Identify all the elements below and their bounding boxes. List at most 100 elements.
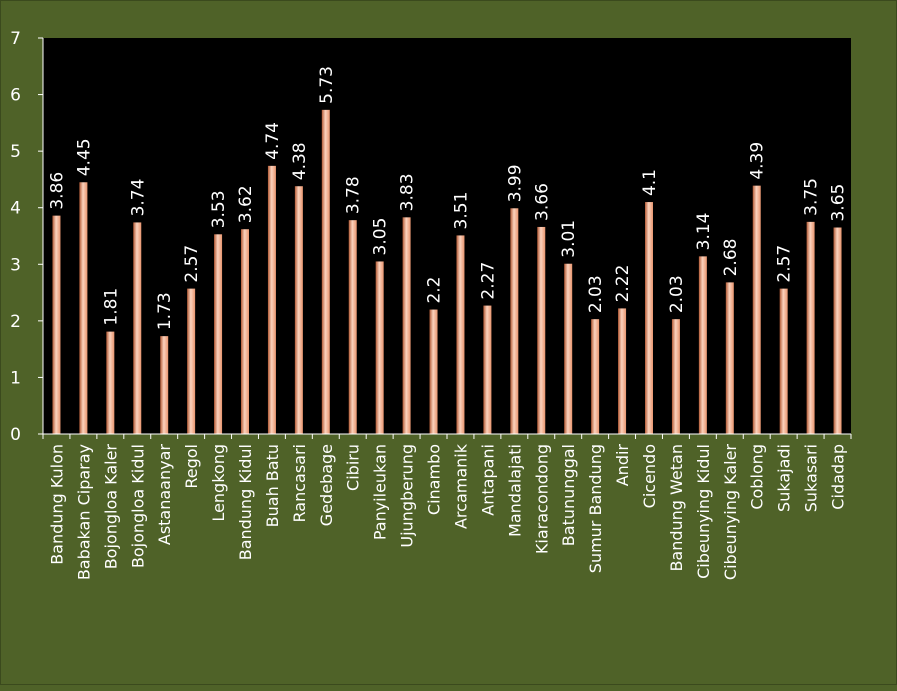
data-label: 3.83 xyxy=(398,173,418,211)
x-tick-label: Mandalajati xyxy=(505,444,524,537)
data-label: 2.68 xyxy=(721,239,741,277)
data-label: 2.57 xyxy=(775,245,795,283)
x-axis: Bandung Kulon Babakan Ciparay Bojongloa Ka… xyxy=(42,433,852,581)
x-tick-label: Sukajadi xyxy=(775,444,794,512)
x-tick-label: Bojongloa Kidul xyxy=(128,444,147,568)
bar xyxy=(267,165,276,434)
bar xyxy=(456,235,465,434)
x-tick-label: Ujungberung xyxy=(398,444,417,548)
data-label: 2.57 xyxy=(182,245,202,283)
bar xyxy=(671,319,680,434)
data-label: 3.05 xyxy=(371,218,391,256)
data-label: 4.1 xyxy=(640,169,660,196)
bar xyxy=(294,186,303,434)
data-labels-group: 3.86 4.45 1.81 3.74 1.73 2.57 3.53 3.62 4.74 4.38… xyxy=(47,66,848,330)
bar xyxy=(698,256,707,434)
data-label: 3.78 xyxy=(344,176,364,214)
bar xyxy=(591,319,600,434)
bar xyxy=(214,234,223,434)
x-tick-label: Cidadap xyxy=(829,444,848,510)
bar xyxy=(402,217,411,434)
x-tick-label: Coblong xyxy=(748,444,767,510)
bar xyxy=(645,202,653,434)
bar xyxy=(106,331,115,434)
data-label: 2.03 xyxy=(667,275,687,313)
y-tick-label: 2 xyxy=(10,312,21,332)
bar xyxy=(564,263,573,434)
x-tick-label: Batununggal xyxy=(559,444,578,546)
x-tick-label: Rancasari xyxy=(290,444,309,522)
data-label: 3.66 xyxy=(532,183,552,221)
data-label: 4.39 xyxy=(748,142,768,180)
data-label: 4.45 xyxy=(74,138,94,176)
data-label: 3.14 xyxy=(694,213,714,251)
bar xyxy=(133,222,142,434)
bar xyxy=(806,221,815,434)
bar xyxy=(321,109,330,435)
data-label: 3.01 xyxy=(559,220,579,258)
data-label: 3.86 xyxy=(47,172,67,210)
bar xyxy=(618,308,627,434)
x-tick-label: Regol xyxy=(182,444,201,489)
data-label: 3.65 xyxy=(829,184,849,222)
x-tick-label: Lengkong xyxy=(209,444,228,522)
x-tick-label: Cicendo xyxy=(640,444,659,508)
x-tick-label: Sumur Bandung xyxy=(586,444,605,573)
y-tick-label: 1 xyxy=(10,368,21,388)
bar xyxy=(483,305,492,434)
x-tick-label: Antapani xyxy=(478,444,497,516)
x-tick-label: Babakan Ciparay xyxy=(74,444,93,580)
bars-group xyxy=(52,109,842,435)
y-tick-label: 0 xyxy=(10,425,21,445)
bar xyxy=(833,227,842,434)
bar xyxy=(429,309,438,434)
data-label: 4.38 xyxy=(290,142,310,180)
data-label: 3.53 xyxy=(209,190,229,228)
x-tick-label: Cibeunying Kidul xyxy=(694,444,713,579)
bar xyxy=(779,288,788,434)
bar xyxy=(160,336,169,434)
y-tick-label: 7 xyxy=(10,29,21,49)
bar xyxy=(510,208,519,434)
x-tick-label: Cibiru xyxy=(344,444,363,491)
x-tick-label: Andir xyxy=(613,444,632,487)
data-label: 1.81 xyxy=(101,288,121,326)
plot-area xyxy=(43,38,851,434)
data-label: 3.74 xyxy=(128,179,148,217)
y-tick-label: 5 xyxy=(10,142,21,162)
x-tick-label: Cibeunying Kaler xyxy=(721,444,740,581)
data-label: 2.03 xyxy=(586,275,606,313)
y-tick-label: 3 xyxy=(10,255,21,275)
x-tick-label: Kiaracondong xyxy=(532,444,551,554)
data-label: 4.74 xyxy=(263,122,283,160)
data-label: 3.99 xyxy=(505,164,525,202)
x-tick-label: Gedebage xyxy=(317,444,336,526)
bar xyxy=(348,220,357,434)
bar xyxy=(725,282,734,434)
bar xyxy=(79,182,88,434)
x-tick-label: Bandung Wetan xyxy=(667,444,686,572)
bar xyxy=(52,215,61,434)
x-tick-label: Astanaanyar xyxy=(155,444,174,546)
x-tick-label: Buah Batu xyxy=(263,444,282,527)
y-tick-label: 6 xyxy=(10,86,21,106)
x-tick-label: Cinambo xyxy=(425,444,444,515)
bar xyxy=(187,288,196,434)
x-tick-label: Panyileukan xyxy=(371,444,390,540)
data-label: 1.73 xyxy=(155,292,175,330)
data-label: 5.73 xyxy=(317,66,337,104)
x-tick-label: Bojongloa Kaler xyxy=(101,444,120,570)
y-axis: 0 1 2 3 4 5 6 7 xyxy=(10,29,44,445)
bar xyxy=(241,229,249,434)
data-label: 3.75 xyxy=(802,178,822,216)
data-label: 2.2 xyxy=(425,276,445,303)
x-tick-label: Arcamanik xyxy=(451,443,470,529)
x-tick-label: Bandung Kidul xyxy=(236,444,255,560)
x-tick-label: Bandung Kulon xyxy=(47,444,66,565)
data-label: 3.51 xyxy=(451,192,471,230)
bar xyxy=(375,261,384,434)
data-label: 2.22 xyxy=(613,265,633,303)
x-tick-label: Sukasari xyxy=(802,444,821,512)
y-tick-label: 4 xyxy=(10,199,21,219)
